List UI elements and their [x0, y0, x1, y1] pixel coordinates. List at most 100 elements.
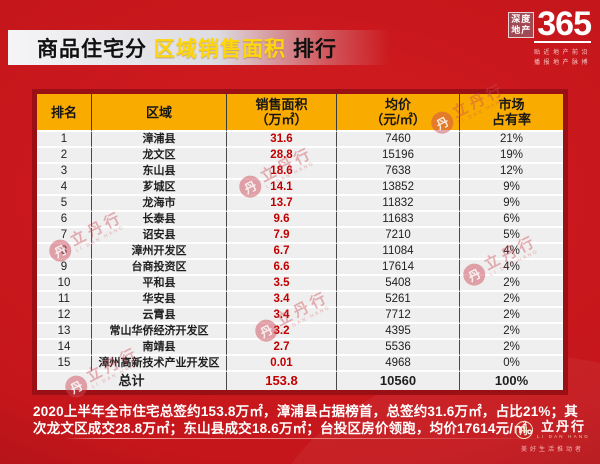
- table-row: 5 龙海市 13.7 11832 9%: [37, 196, 563, 212]
- table-row: 8 漳州开发区 6.7 11084 4%: [37, 244, 563, 260]
- cell-region: 漳浦县: [92, 132, 227, 148]
- footer-divider-line: [64, 438, 538, 439]
- table-row: 1 漳浦县 31.6 7460 21%: [37, 132, 563, 148]
- brand-underline: [534, 41, 591, 43]
- total-row: 总计 153.8 10560 100%: [37, 372, 563, 390]
- title-prefix: 商品住宅分: [37, 37, 147, 61]
- brand-logo-bottom: 丹 立丹行 LI DAN HANG 美好生活推动者: [515, 420, 590, 453]
- brand-name: 立丹行: [541, 419, 587, 434]
- cell-region: 漳州高新技术产业开发区: [92, 356, 227, 372]
- cell-region: 龙文区: [92, 148, 227, 164]
- cell-area: 3.4: [227, 308, 337, 324]
- cell-region: 漳州开发区: [92, 244, 227, 260]
- cell-price: 13852: [337, 180, 460, 196]
- cell-area: 3.5: [227, 276, 337, 292]
- table-row: 2 龙文区 28.8 15196 19%: [37, 148, 563, 164]
- cell-region: 云霄县: [92, 308, 227, 324]
- col-header-region: 区域: [92, 94, 227, 132]
- cell-share: 0%: [460, 356, 563, 372]
- cell-area: 9.6: [227, 212, 337, 228]
- cell-share: 4%: [460, 260, 563, 276]
- ranking-table-frame: 排名 区域 销售面积 （万㎡） 均价 （元/㎡） 市场 占有率 1 漳浦县 31.6 746…: [32, 89, 568, 395]
- cell-price: 5261: [337, 292, 460, 308]
- cell-rank: 14: [37, 340, 92, 356]
- cell-region: 诏安县: [92, 228, 227, 244]
- cell-price: 7638: [337, 164, 460, 180]
- brand-box-line2: 地产: [511, 25, 532, 35]
- cell-price: 11084: [337, 244, 460, 260]
- brand-circle-icon: 丹: [515, 421, 534, 439]
- brand-box-icon: 深度 地产: [508, 12, 535, 38]
- cell-area: 3.2: [227, 324, 337, 340]
- title-banner: 商品住宅分 区域销售面积 排行: [8, 30, 390, 65]
- cell-rank: 6: [37, 212, 92, 228]
- cell-region: 芗城区: [92, 180, 227, 196]
- cell-share: 19%: [460, 148, 563, 164]
- table-row: 6 长泰县 9.6 11683 6%: [37, 212, 563, 228]
- brand-slogan-line2: 播报地产脉搏: [533, 60, 591, 66]
- cell-share: 6%: [460, 212, 563, 228]
- cell-share: 2%: [460, 276, 563, 292]
- cell-price: 7712: [337, 308, 460, 324]
- cell-rank: 8: [37, 244, 92, 260]
- cell-area: 0.01: [227, 356, 337, 372]
- brand-latin: LI DAN HANG: [537, 434, 590, 439]
- cell-price: 5408: [337, 276, 460, 292]
- cell-share: 2%: [460, 308, 563, 324]
- brand-slogan: 美好生活推动者: [521, 447, 585, 453]
- cell-share: 2%: [460, 340, 563, 356]
- total-share: 100%: [460, 372, 563, 390]
- cell-region: 东山县: [92, 164, 227, 180]
- cell-rank: 4: [37, 180, 92, 196]
- cell-region: 南靖县: [92, 340, 227, 356]
- title-highlight: 区域销售面积: [154, 37, 286, 61]
- cell-area: 7.9: [227, 228, 337, 244]
- summary-text: 2020上半年全市住宅总签约153.8万㎡，漳浦县占据榜首，总签约31.6万㎡，…: [33, 404, 579, 436]
- table-row: 7 诏安县 7.9 7210 5%: [37, 228, 563, 244]
- cell-region: 长泰县: [92, 212, 227, 228]
- cell-share: 12%: [460, 164, 563, 180]
- cell-rank: 11: [37, 292, 92, 308]
- cell-rank: 10: [37, 276, 92, 292]
- brand-box-line1: 深度: [511, 14, 532, 24]
- cell-area: 6.7: [227, 244, 337, 260]
- cell-share: 2%: [460, 292, 563, 308]
- total-label: 总计: [37, 372, 227, 390]
- table-row: 9 台商投资区 6.6 17614 4%: [37, 260, 563, 276]
- cell-area: 31.6: [227, 132, 337, 148]
- table-row: 11 华安县 3.4 5261 2%: [37, 292, 563, 308]
- cell-price: 5536: [337, 340, 460, 356]
- total-price: 10560: [337, 372, 460, 390]
- table-row: 12 云霄县 3.4 7712 2%: [37, 308, 563, 324]
- cell-price: 11832: [337, 196, 460, 212]
- cell-price: 15196: [337, 148, 460, 164]
- col-header-share: 市场 占有率: [460, 94, 563, 132]
- cell-price: 4968: [337, 356, 460, 372]
- table-row: 15 漳州高新技术产业开发区 0.01 4968 0%: [37, 356, 563, 372]
- cell-share: 5%: [460, 228, 563, 244]
- cell-rank: 12: [37, 308, 92, 324]
- table-row: 4 芗城区 14.1 13852 9%: [37, 180, 563, 196]
- page-title: 商品住宅分 区域销售面积 排行: [8, 33, 337, 63]
- cell-area: 13.7: [227, 196, 337, 212]
- cell-region: 龙海市: [92, 196, 227, 212]
- cell-rank: 3: [37, 164, 92, 180]
- cell-share: 9%: [460, 180, 563, 196]
- cell-share: 2%: [460, 324, 563, 340]
- ranking-table: 排名 区域 销售面积 （万㎡） 均价 （元/㎡） 市场 占有率 1 漳浦县 31.6 746…: [37, 94, 563, 390]
- cell-rank: 5: [37, 196, 92, 212]
- cell-rank: 13: [37, 324, 92, 340]
- cell-region: 台商投资区: [92, 260, 227, 276]
- cell-price: 4395: [337, 324, 460, 340]
- cell-area: 28.8: [227, 148, 337, 164]
- cell-rank: 7: [37, 228, 92, 244]
- cell-region: 平和县: [92, 276, 227, 292]
- header-row: 排名 区域 销售面积 （万㎡） 均价 （元/㎡） 市场 占有率: [37, 94, 563, 132]
- cell-area: 2.7: [227, 340, 337, 356]
- table-row: 3 东山县 18.6 7638 12%: [37, 164, 563, 180]
- cell-rank: 1: [37, 132, 92, 148]
- table-row: 14 南靖县 2.7 5536 2%: [37, 340, 563, 356]
- brand-number: 365: [537, 5, 592, 43]
- col-header-area: 销售面积 （万㎡）: [227, 94, 337, 132]
